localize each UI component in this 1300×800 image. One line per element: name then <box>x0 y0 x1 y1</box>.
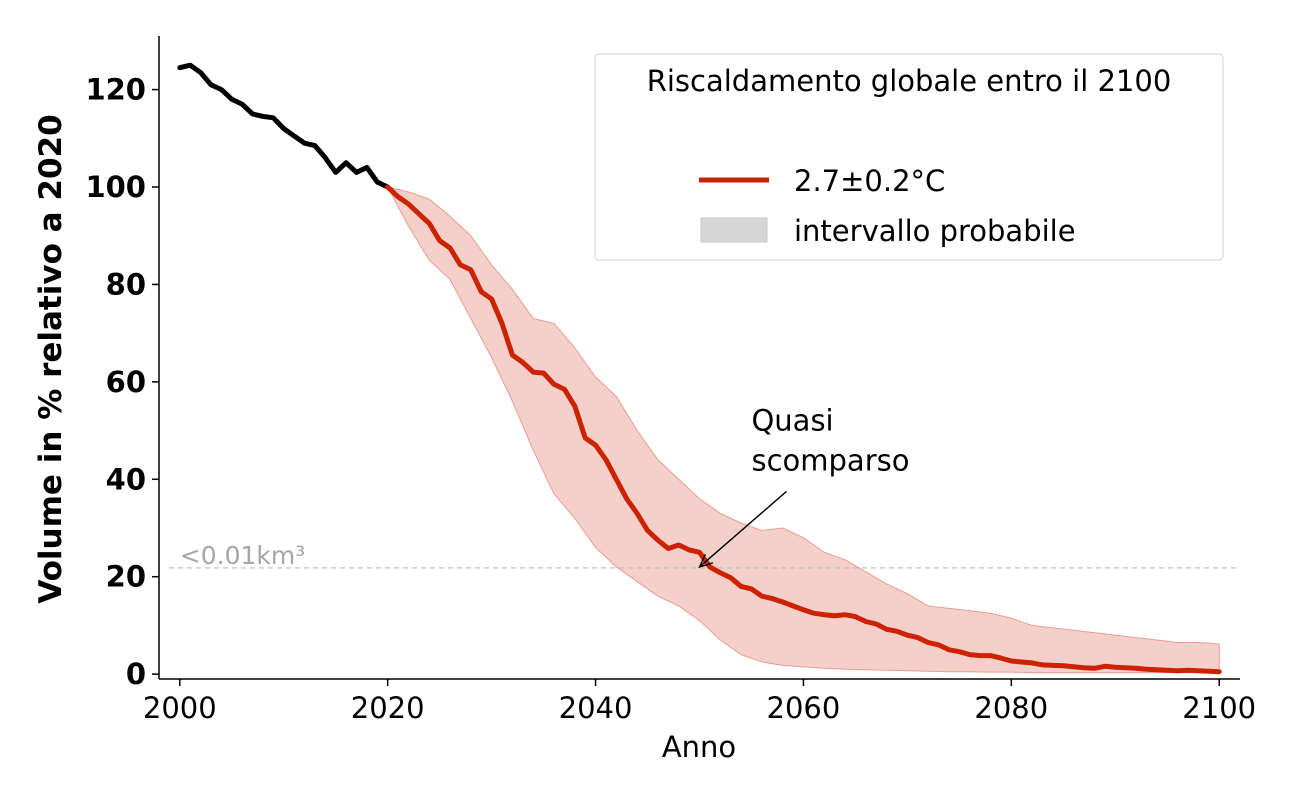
y-ticks: 0 20 40 60 80 100 120 <box>85 73 159 691</box>
legend-frame <box>594 53 1224 261</box>
legend-label-projection: 2.7±0.2°C <box>794 164 945 198</box>
x-tick-label: 2060 <box>767 691 841 725</box>
x-tick-label: 2020 <box>351 691 425 725</box>
legend-swatch-likely-range <box>700 217 768 243</box>
legend: Riscaldamento globale entro il 2100 2.7±… <box>594 53 1224 261</box>
x-axis-label: Anno <box>662 730 736 764</box>
x-tick-label: 2000 <box>143 691 217 725</box>
likely-range-band <box>386 186 1220 674</box>
annotation-arrowhead <box>698 553 714 569</box>
y-tick-label: 80 <box>106 267 146 301</box>
legend-title: Riscaldamento globale entro il 2100 <box>647 64 1172 98</box>
historical-series-line <box>177 62 391 190</box>
x-ticks: 2000 2020 2040 2060 2080 2100 <box>143 679 1256 725</box>
y-tick-label: 100 <box>85 170 146 204</box>
y-tick-label: 60 <box>106 365 146 399</box>
annotation-arrow <box>699 490 787 568</box>
y-tick-label: 120 <box>85 73 146 107</box>
x-tick-label: 2100 <box>1182 691 1256 725</box>
y-tick-label: 40 <box>106 462 146 496</box>
x-tick-label: 2080 <box>974 691 1048 725</box>
y-tick-label: 0 <box>126 657 146 691</box>
series-layer <box>177 62 1222 675</box>
annotation-text-line-1: Quasi <box>751 403 833 437</box>
legend-label-likely-range: intervallo probabile <box>794 214 1076 248</box>
annotation-text-line-2: scomparso <box>751 443 909 477</box>
threshold-label: <0.01km³ <box>180 541 305 570</box>
y-axis-label: Volume in % relativo a 2020 <box>33 114 69 603</box>
y-tick-label: 20 <box>106 560 146 594</box>
projection-series-line <box>385 184 1222 675</box>
likely-range-band-layer <box>386 186 1220 674</box>
annotation: Quasi scomparso <box>698 403 909 569</box>
x-tick-label: 2040 <box>559 691 633 725</box>
